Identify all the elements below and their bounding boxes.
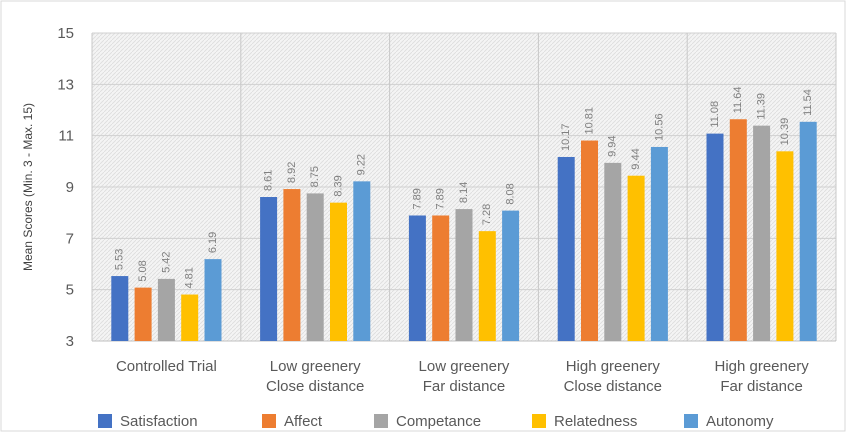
bar: [799, 121, 817, 341]
bar: [604, 162, 622, 341]
legend-label: Autonomy: [706, 413, 774, 430]
data-label: 5.08: [137, 260, 149, 281]
y-tick-label: 13: [57, 76, 74, 93]
bar: [627, 175, 645, 341]
data-label: 9.44: [630, 148, 642, 169]
data-label: 8.92: [286, 162, 298, 183]
category-label: High greenery: [714, 358, 809, 375]
legend-swatch: [98, 414, 112, 428]
bar: [432, 215, 450, 341]
data-labels: 5.53 5.08 5.42 4.81 6.19 8.61 8.92 8.75 8.39 9.22…: [114, 87, 814, 289]
data-label: 9.94: [607, 135, 619, 156]
bar: [729, 119, 747, 342]
bar: [502, 210, 520, 341]
data-label: 11.39: [756, 93, 768, 120]
legend: Satisfaction Affect Competance Relatedness A…: [98, 413, 774, 430]
data-label: 9.22: [356, 154, 368, 175]
data-label: 6.19: [207, 232, 219, 253]
data-label: 7.89: [435, 188, 447, 209]
legend-swatch: [684, 414, 698, 428]
legend-label: Competance: [396, 413, 481, 430]
bar: [283, 189, 301, 341]
category-label: Close distance: [564, 378, 662, 395]
bar: [181, 294, 199, 341]
data-label: 11.08: [709, 101, 721, 128]
data-label: 10.17: [560, 123, 572, 151]
bar: [753, 125, 771, 341]
data-label: 8.75: [309, 166, 321, 187]
bar: [111, 276, 129, 341]
data-label: 7.28: [481, 204, 493, 225]
y-axis-label: Mean Scores (Min. 3 - Max. 15): [21, 103, 35, 271]
data-label: 10.56: [653, 113, 665, 141]
legend-swatch: [374, 414, 388, 428]
data-label: 8.61: [263, 170, 275, 191]
data-label: 10.81: [583, 107, 595, 135]
bar: [134, 287, 152, 341]
legend-label: Affect: [284, 413, 323, 430]
category-label: Low greenery: [270, 358, 361, 375]
legend-swatch: [262, 414, 276, 428]
bar: [204, 259, 222, 341]
bar: [557, 156, 575, 341]
bar: [330, 202, 347, 341]
bar: [306, 193, 324, 341]
data-label: 11.64: [732, 87, 744, 114]
category-labels: Controlled Trial Low greenery Close distan…: [116, 358, 809, 395]
bar: [353, 181, 371, 341]
bar: [260, 197, 278, 341]
data-label: 7.89: [411, 188, 423, 209]
bar: [650, 146, 668, 341]
y-tick-label: 3: [66, 333, 74, 350]
bars: [111, 119, 817, 342]
data-label: 8.14: [458, 182, 470, 203]
y-tick-label: 11: [58, 128, 74, 145]
bar: [408, 215, 426, 341]
data-label: 5.42: [160, 251, 172, 272]
bar: [581, 140, 598, 341]
legend-label: Relatedness: [554, 413, 637, 430]
data-label: 11.54: [802, 89, 814, 116]
y-tick-label: 7: [66, 230, 74, 247]
legend-label: Satisfaction: [120, 413, 198, 430]
y-tick-label: 15: [57, 25, 74, 42]
category-label: High greenery: [566, 358, 661, 375]
data-label: 10.39: [779, 118, 791, 146]
bar: [776, 151, 794, 341]
bar: [455, 209, 473, 341]
bar: [706, 133, 724, 341]
category-label: Low greenery: [419, 358, 510, 375]
category-label: Close distance: [266, 378, 364, 395]
data-label: 4.81: [184, 267, 196, 288]
bar: [478, 231, 496, 341]
bar: [157, 278, 175, 341]
category-label: Far distance: [720, 378, 803, 395]
data-label: 8.39: [332, 175, 344, 196]
legend-swatch: [532, 414, 546, 428]
data-label: 5.53: [114, 249, 126, 270]
category-label: Controlled Trial: [116, 358, 217, 375]
category-label: Far distance: [423, 378, 506, 395]
y-tick-label: 9: [66, 179, 74, 196]
y-axis-ticks: 3 5 7 9 11 13 15: [57, 25, 74, 350]
data-label: 8.08: [505, 183, 517, 204]
y-tick-label: 5: [66, 282, 74, 299]
